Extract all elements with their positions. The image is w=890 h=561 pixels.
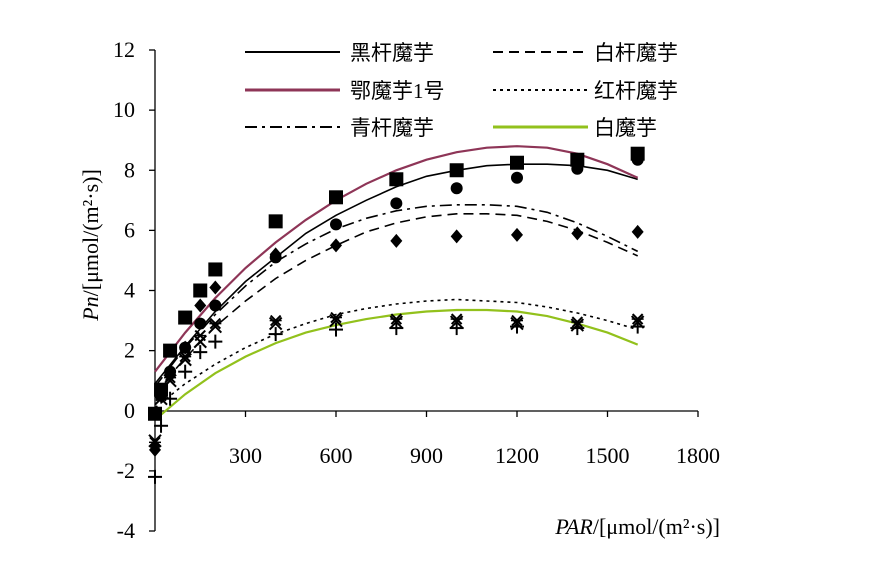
point-diamond [571, 226, 584, 241]
x-tick-label: 300 [229, 443, 262, 468]
y-tick-label: -2 [117, 458, 135, 483]
fit-line-circle [154, 163, 638, 385]
point-plus [148, 469, 162, 484]
point-x [148, 434, 162, 448]
x-tick-label: 1200 [495, 443, 539, 468]
fit-line-cross [154, 298, 638, 409]
point-x [178, 352, 192, 367]
point-plus [208, 334, 223, 349]
point-x [193, 334, 207, 349]
point-square [449, 163, 464, 178]
point-plus [510, 319, 524, 334]
y-tick-label: -4 [117, 518, 135, 543]
x-tick-label: 1800 [676, 443, 720, 468]
point-x [329, 313, 343, 328]
point-plus [178, 364, 193, 379]
x-axis-label: PAR/[μmol/(m²·s)] [554, 514, 720, 539]
axes: 12 10 8 6 4 2 0 -2 -4 300 600 900 1200 1500 1800 [113, 37, 720, 543]
point-diamond [511, 227, 523, 242]
point-plus [163, 391, 178, 406]
y-axis-label: Pn/[μmol/(m²·s)] [78, 169, 103, 322]
y-tick-label: 2 [124, 338, 135, 363]
fit-line-square [154, 145, 639, 373]
fit-line-diamond [154, 213, 639, 394]
point-plus [268, 327, 283, 342]
legend-label: 青杆魔芋 [350, 116, 434, 140]
x-tick-label: 600 [320, 443, 353, 468]
legend-label: 鄂魔芋1号 [350, 79, 445, 103]
point-x [268, 316, 283, 331]
point-square [570, 152, 585, 167]
point-circle [194, 317, 207, 330]
point-cross [194, 329, 207, 342]
point-square [268, 214, 283, 229]
point-x [163, 373, 177, 388]
axis-labels: PAR/[μmol/(m²·s)] Pn/[μmol/(m²·s)] [78, 169, 720, 539]
point-circle [390, 197, 403, 210]
legend-label: 白魔芋 [594, 116, 657, 140]
point-plus [449, 321, 464, 336]
point-square [193, 283, 208, 298]
point-plus [329, 322, 343, 337]
point-plus [193, 345, 208, 360]
point-diamond [269, 247, 282, 262]
y-tick-label: 8 [124, 157, 135, 182]
point-diamond [390, 233, 403, 248]
y-tick-label: 10 [113, 97, 135, 122]
fit-line-x [154, 204, 639, 388]
x-tick-label: 900 [410, 443, 443, 468]
point-circle [450, 182, 463, 195]
point-plus [570, 321, 585, 336]
point-diamond [179, 340, 192, 355]
point-x [208, 319, 223, 334]
legend-label: 黑杆魔芋 [350, 41, 434, 65]
point-square [630, 146, 645, 161]
fit-line-plus [154, 308, 639, 421]
y-tick-label: 0 [124, 398, 135, 423]
data-points [148, 146, 645, 484]
point-diamond [330, 238, 342, 253]
point-square [329, 190, 343, 205]
point-cross [149, 436, 161, 449]
legend-label: 红杆魔芋 [594, 79, 678, 103]
point-plus [630, 319, 645, 334]
point-diamond [450, 229, 463, 244]
point-x [154, 392, 168, 406]
point-square [163, 343, 178, 358]
legend-label: 白杆魔芋 [594, 41, 678, 65]
point-square [148, 406, 162, 421]
y-tick-label: 6 [124, 217, 135, 242]
y-tick-label: 12 [113, 37, 135, 62]
point-square [208, 262, 223, 277]
point-diamond [631, 224, 644, 239]
point-diamond [194, 298, 207, 313]
point-plus [389, 321, 404, 336]
point-square [510, 155, 524, 170]
point-square [178, 310, 193, 325]
x-tick-label: 1500 [586, 443, 630, 468]
fit-curves [154, 145, 639, 421]
y-tick-label: 4 [124, 278, 135, 303]
point-square [389, 172, 404, 187]
point-circle [330, 218, 342, 231]
point-circle [209, 299, 222, 312]
point-plus [154, 418, 169, 433]
point-diamond [209, 280, 222, 295]
point-circle [511, 171, 523, 184]
